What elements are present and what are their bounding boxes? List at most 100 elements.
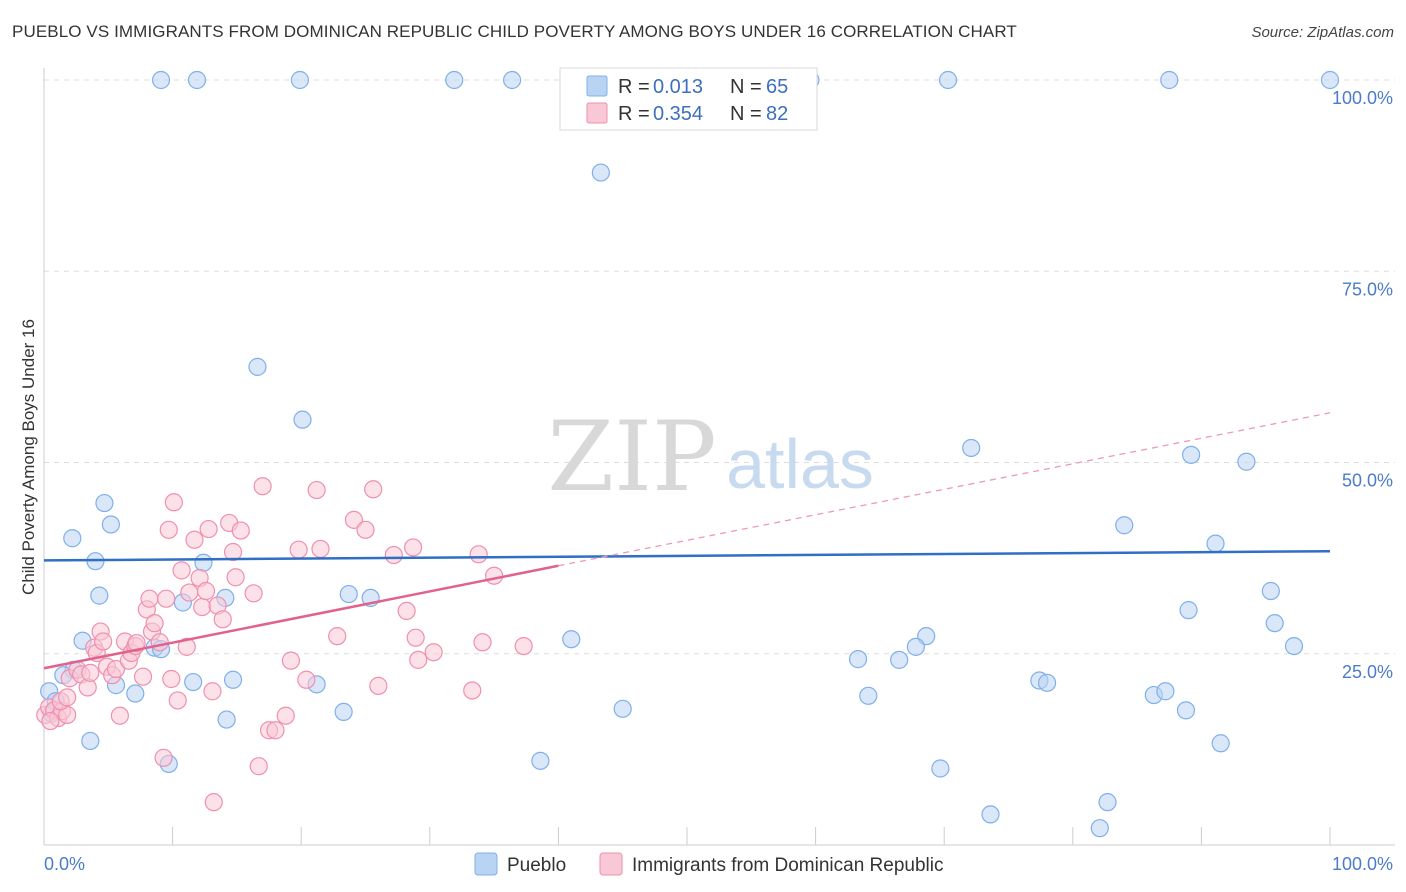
legend-r-value-1: 0.013 bbox=[653, 76, 703, 98]
data-point bbox=[168, 691, 187, 710]
data-point bbox=[406, 628, 425, 647]
data-point bbox=[384, 545, 403, 565]
data-point bbox=[938, 70, 958, 90]
data-point bbox=[204, 793, 223, 812]
data-point bbox=[906, 637, 926, 656]
data-point bbox=[213, 610, 232, 629]
data-point bbox=[297, 670, 316, 689]
data-point bbox=[1211, 734, 1230, 753]
data-point bbox=[151, 70, 171, 90]
bottom-legend-swatch-dominican bbox=[599, 852, 623, 876]
data-point bbox=[140, 589, 159, 608]
data-point bbox=[281, 651, 301, 670]
data-point bbox=[290, 70, 310, 90]
data-point bbox=[180, 583, 199, 602]
data-point bbox=[154, 748, 173, 767]
legend-swatch-pueblo bbox=[586, 75, 608, 97]
data-point bbox=[101, 515, 120, 534]
data-point bbox=[397, 601, 416, 621]
data-point bbox=[293, 410, 312, 429]
x-tick-label-1: 100.0% bbox=[1332, 854, 1393, 874]
data-point bbox=[157, 589, 176, 608]
legend-n-label-2: N = bbox=[730, 103, 762, 125]
data-point bbox=[185, 530, 204, 549]
data-point bbox=[613, 699, 632, 718]
data-point bbox=[307, 480, 326, 500]
data-point bbox=[127, 633, 146, 653]
data-point bbox=[126, 684, 145, 703]
series-dominican-points bbox=[36, 477, 533, 812]
trend-line-dominican bbox=[43, 564, 559, 670]
data-point bbox=[58, 688, 77, 707]
data-point bbox=[981, 805, 1000, 824]
data-point bbox=[344, 510, 364, 529]
data-point bbox=[231, 521, 250, 540]
data-point bbox=[890, 650, 909, 669]
legend-r-label-1: R = bbox=[618, 76, 650, 98]
data-point bbox=[1176, 701, 1196, 720]
data-point bbox=[199, 519, 218, 539]
data-point bbox=[194, 553, 213, 572]
data-point bbox=[1261, 581, 1280, 601]
data-point bbox=[1320, 70, 1340, 90]
trend-line-pueblo bbox=[43, 549, 1331, 562]
data-point bbox=[159, 520, 178, 539]
legend-n-value-2: 82 bbox=[766, 103, 788, 125]
data-point bbox=[81, 663, 100, 682]
source-label: Source: ZipAtlas.com bbox=[1251, 24, 1394, 41]
data-point bbox=[90, 586, 109, 605]
data-point bbox=[223, 542, 243, 562]
data-point bbox=[162, 669, 181, 689]
series-legend: Pueblo Immigrants from Dominican Republi… bbox=[474, 852, 944, 876]
trend-lines bbox=[43, 412, 1331, 670]
data-point bbox=[106, 659, 126, 679]
bottom-legend-label-pueblo: Pueblo bbox=[507, 855, 566, 876]
data-point bbox=[1090, 819, 1109, 838]
legend-n-value-1: 65 bbox=[766, 76, 788, 98]
tick-labels: 25.0% 50.0% 75.0% 100.0% 0.0% 100.0% bbox=[44, 88, 1393, 874]
data-point bbox=[334, 702, 353, 721]
data-point bbox=[81, 731, 100, 751]
data-point bbox=[591, 163, 610, 182]
watermark: ZIP atlas bbox=[547, 401, 874, 513]
data-point bbox=[1179, 601, 1198, 620]
data-point bbox=[276, 706, 295, 725]
chart-title: PUEBLO VS IMMIGRANTS FROM DOMINICAN REPU… bbox=[12, 22, 1017, 41]
data-points bbox=[36, 70, 1340, 838]
data-point bbox=[1182, 445, 1201, 464]
data-point bbox=[1156, 682, 1175, 701]
data-point bbox=[1206, 534, 1225, 553]
legend-r-label-2: R = bbox=[618, 103, 650, 125]
legend-r-value-2: 0.354 bbox=[653, 103, 703, 125]
x-tick-label-0: 0.0% bbox=[44, 854, 85, 874]
data-point bbox=[473, 633, 492, 652]
data-point bbox=[403, 538, 423, 557]
data-point bbox=[248, 357, 267, 376]
data-point bbox=[164, 493, 183, 512]
data-point bbox=[94, 632, 113, 651]
y-axis-title: Child Poverty Among Boys Under 16 bbox=[19, 319, 38, 595]
data-point bbox=[41, 711, 60, 731]
data-point bbox=[63, 529, 82, 548]
data-point bbox=[145, 614, 164, 633]
data-point bbox=[1098, 793, 1117, 812]
data-point bbox=[196, 581, 216, 601]
legend-n-label-1: N = bbox=[730, 76, 762, 98]
data-point bbox=[193, 597, 212, 617]
data-point bbox=[562, 630, 581, 649]
data-point bbox=[1037, 673, 1057, 692]
data-point bbox=[469, 545, 488, 564]
y-tick-label-3: 100.0% bbox=[1332, 88, 1393, 108]
y-tick-label-0: 25.0% bbox=[1342, 662, 1393, 682]
data-point bbox=[1160, 70, 1179, 90]
data-point bbox=[226, 568, 245, 587]
y-tick-label-2: 75.0% bbox=[1342, 279, 1393, 299]
data-point bbox=[289, 540, 308, 559]
bottom-legend-label-dominican: Immigrants from Dominican Republic bbox=[632, 855, 944, 876]
data-point bbox=[445, 70, 464, 90]
data-point bbox=[1115, 516, 1134, 535]
correlation-legend: R = 0.013 N = 65 R = 0.354 N = 82 bbox=[559, 67, 818, 131]
y-tick-label-1: 50.0% bbox=[1342, 471, 1393, 491]
data-point bbox=[962, 438, 981, 458]
